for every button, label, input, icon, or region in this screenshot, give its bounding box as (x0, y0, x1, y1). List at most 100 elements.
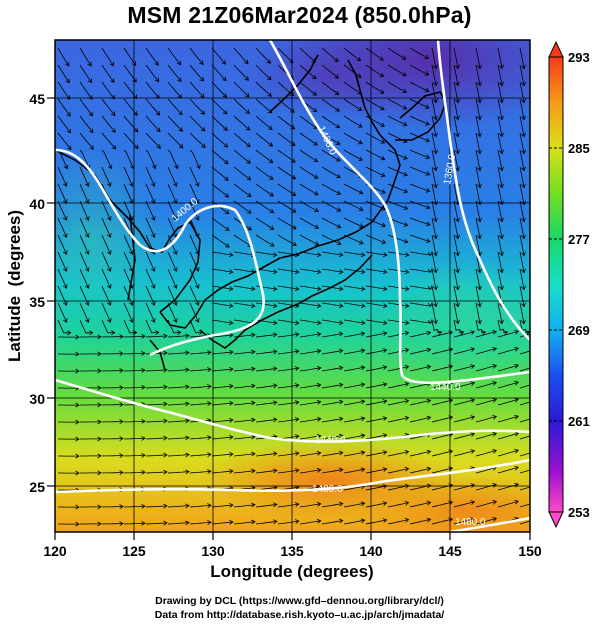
streamline-arrowhead (404, 500, 410, 506)
streamline (431, 433, 453, 440)
streamline (497, 132, 503, 154)
streamline-arrowhead (382, 501, 388, 506)
streamline-arrowhead (360, 320, 366, 326)
streamline-arrowhead (470, 500, 476, 505)
streamline (519, 302, 525, 324)
streamline-arrowhead (97, 351, 102, 357)
streamline (145, 217, 155, 238)
streamline-arrowhead (338, 416, 344, 422)
streamline-arrowhead (75, 436, 80, 442)
streamline (365, 149, 385, 160)
streamline (145, 302, 155, 323)
streamline-arrowhead (358, 206, 364, 212)
streamline-arrowhead (199, 60, 204, 65)
streamline (497, 217, 503, 239)
streamline (189, 368, 211, 372)
streamline-arrowhead (201, 143, 206, 149)
streamline-arrowhead (66, 112, 71, 117)
streamline-arrowhead (334, 74, 340, 79)
streamline-arrowhead (314, 241, 320, 246)
streamline-arrowhead (67, 145, 72, 151)
streamline (233, 504, 255, 508)
streamline-arrowhead (514, 499, 519, 505)
streamline (321, 503, 343, 508)
streamline (277, 418, 299, 423)
streamline (145, 505, 168, 508)
streamline-arrowhead (172, 318, 178, 323)
streamline-arrowhead (222, 76, 227, 82)
streamline (321, 183, 341, 195)
streamline-arrowhead (268, 158, 274, 164)
streamline-arrowhead (207, 350, 212, 356)
streamline (101, 472, 124, 474)
streamline-arrowhead (314, 207, 319, 213)
streamline (299, 418, 321, 423)
streamline (211, 302, 233, 307)
streamline (409, 217, 431, 226)
streamline-arrowhead (244, 92, 250, 98)
streamline (387, 400, 409, 406)
streamline (409, 81, 429, 92)
streamline-arrowhead (291, 158, 296, 163)
streamline (409, 348, 431, 355)
streamline-arrowhead (294, 502, 300, 507)
streamline-arrowhead (521, 234, 526, 240)
streamline-arrowhead (433, 149, 438, 155)
streamline (79, 81, 93, 100)
streamline-arrowhead (336, 173, 341, 179)
streamline-arrowhead (316, 365, 322, 371)
streamline-arrowhead (150, 216, 156, 221)
streamline (277, 217, 297, 230)
streamline (101, 523, 124, 525)
streamline (299, 302, 321, 307)
streamline-arrowhead (338, 467, 344, 473)
streamline-arrowhead (536, 330, 540, 334)
streamline (299, 268, 321, 273)
streamline-arrowhead (243, 59, 249, 65)
streamline (365, 251, 387, 256)
streamline-arrowhead (335, 123, 341, 129)
streamline (299, 401, 321, 406)
streamline (79, 217, 89, 238)
streamline (409, 450, 431, 457)
streamline (431, 217, 437, 239)
streamline-arrowhead (163, 452, 168, 458)
streamline-arrowhead (67, 330, 72, 336)
streamline-arrowhead (338, 286, 344, 292)
streamline-arrowhead (106, 267, 112, 272)
streamline-arrowhead (269, 242, 275, 247)
streamline (497, 330, 519, 338)
streamline-arrowhead (163, 520, 168, 526)
streamline (233, 402, 255, 406)
streamline (233, 419, 255, 423)
streamline-arrowhead (267, 92, 272, 97)
streamline (299, 333, 321, 338)
streamline (255, 183, 274, 197)
streamline-arrowhead (163, 350, 168, 356)
streamline (57, 64, 70, 83)
streamline (167, 522, 190, 525)
streamline (475, 433, 497, 440)
streamline-arrowhead (172, 216, 178, 221)
streamline (101, 438, 124, 440)
streamline (255, 166, 274, 180)
streamline-arrowhead (382, 467, 388, 472)
streamline-arrowhead (154, 61, 159, 66)
streamline-arrowhead (155, 330, 160, 336)
streamline (189, 132, 206, 148)
streamline-arrowhead (246, 192, 252, 197)
streamline (475, 285, 481, 307)
streamline (431, 285, 437, 307)
streamline-arrowhead (312, 107, 318, 113)
streamline (409, 166, 430, 175)
streamline (277, 268, 299, 273)
streamline (365, 400, 387, 406)
streamline (431, 268, 437, 290)
streamline (519, 200, 525, 222)
streamline-arrowhead (477, 98, 482, 104)
streamline-arrowhead (294, 519, 300, 524)
streamline-arrowhead (470, 347, 476, 352)
streamline (365, 166, 386, 177)
streamline (145, 403, 168, 406)
streamline (123, 369, 146, 372)
